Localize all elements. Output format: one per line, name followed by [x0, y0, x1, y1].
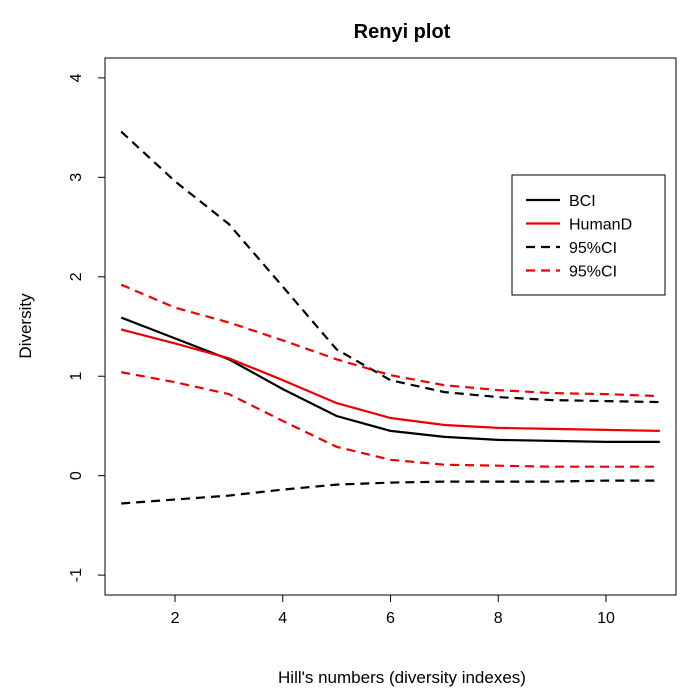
series-layer	[120, 130, 660, 505]
y-tick-label: 3	[68, 173, 85, 182]
chart-title: Renyi plot	[354, 21, 451, 43]
x-axis: 2 4 6 8 10	[171, 594, 615, 627]
y-tick-label: 1	[68, 372, 85, 381]
series-line-humand	[120, 328, 660, 432]
y-axis: -1 0 1 2 3 4	[68, 73, 106, 582]
legend: BCI HumanD 95%CI 95%CI	[511, 174, 666, 296]
x-tick-label: 4	[278, 610, 287, 627]
y-tick-label: 0	[68, 471, 85, 480]
x-axis-label: Hill's numbers (diversity indexes)	[278, 668, 526, 687]
legend-box	[511, 174, 666, 296]
legend-label: 95%CI	[569, 264, 617, 281]
y-tick-label: -1	[68, 568, 85, 582]
y-tick-label: 2	[68, 272, 85, 281]
legend-label: 95%CI	[569, 240, 617, 257]
legend-label: HumanD	[569, 217, 632, 234]
series-line-95-ci	[120, 283, 660, 398]
series-line-ci-lower	[121, 479, 660, 505]
legend-label: BCI	[569, 193, 596, 210]
series-line-ci-lower	[120, 371, 660, 468]
x-tick-label: 2	[171, 610, 180, 627]
series-line-bci	[120, 316, 660, 443]
plot-frame	[104, 57, 677, 596]
y-axis-label: Diversity	[16, 293, 35, 359]
y-tick-label: 4	[68, 73, 85, 82]
x-tick-label: 8	[494, 610, 503, 627]
x-tick-label: 10	[597, 610, 615, 627]
x-tick-label: 6	[386, 610, 395, 627]
